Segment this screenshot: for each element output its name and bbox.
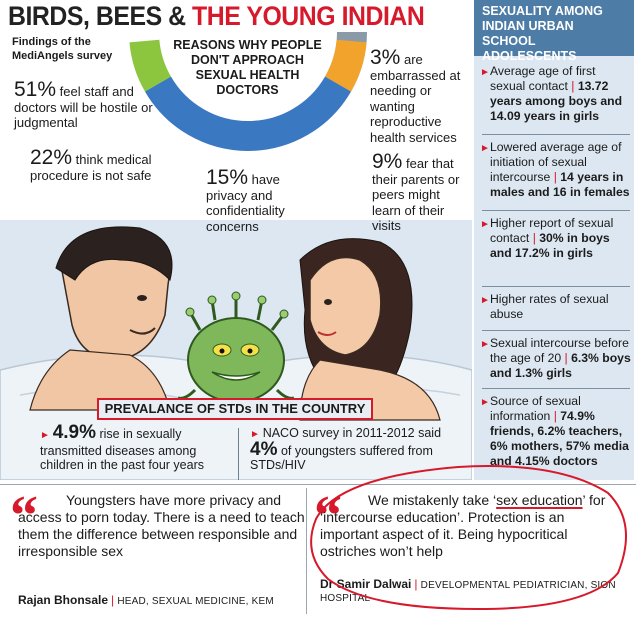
- quote-divider: [306, 488, 307, 614]
- boy-figure: [29, 226, 173, 411]
- stat-text: fear that their parents or peers might l…: [372, 156, 460, 233]
- std-stat-value: 4.9%: [52, 422, 96, 443]
- sidebar-rule: [482, 388, 630, 389]
- separator-bar: |: [111, 593, 115, 607]
- donut-segment-orange: [324, 39, 367, 92]
- findings-label: Findings of the MediAngels survey: [12, 36, 113, 62]
- std-stat-text: of youngsters suffered from STDs/HIV: [250, 443, 433, 473]
- separator-bar: |: [553, 409, 561, 423]
- sidebar-item-figure: 13.72 years among boys and 14.09 years i…: [490, 79, 623, 123]
- std-stat-naco: ► NACO survey in 2011-2012 said 4% of yo…: [250, 426, 450, 473]
- stat-procedure-unsafe: 22% think medical procedure is not safe: [30, 147, 200, 183]
- stat-embarrassed: 3% are embarrassed at needing or wanting…: [370, 47, 470, 145]
- arrow-icon: ►: [250, 429, 263, 440]
- reasons-donut-chart: [129, 30, 367, 151]
- std-prevalence-heading: PREVALANCE OF STDs IN THE COUNTRY: [97, 398, 373, 420]
- sidebar-rule: [482, 210, 630, 211]
- donut-hole: [160, 30, 336, 120]
- bullet-icon: ►: [480, 397, 490, 408]
- stat-text: think medical procedure is not safe: [30, 152, 152, 183]
- adolescent-sexuality-sidebar: SEXUALITY AMONG INDIAN URBAN SCHOOL ADOL…: [474, 0, 634, 480]
- stat-value: 3%: [370, 46, 401, 69]
- quote-mark-icon: “: [10, 485, 38, 547]
- sidebar-item-sexual-abuse: ► Higher rates of sexual abuse: [480, 292, 632, 322]
- sidebar-rule: [482, 286, 630, 287]
- stat-value: 9%: [372, 150, 403, 173]
- red-circle-annotation: [310, 465, 627, 611]
- quote-text-pre: We mistakenly take ‘: [368, 492, 497, 508]
- quote-dalwai: We mistakenly take ‘sex education’ for ‘…: [320, 492, 620, 560]
- bullet-icon: ►: [480, 67, 490, 78]
- quote-text: Youngsters have more privacy and access …: [18, 492, 305, 559]
- survey-panel: REASONS WHY PEOPLE DON'T APPROACH SEXUAL…: [0, 30, 472, 480]
- stat-value: 15%: [206, 166, 249, 189]
- std-stat-text: rise in sexually transmitted diseases am…: [40, 427, 204, 472]
- reasons-heading: REASONS WHY PEOPLE DON'T APPROACH SEXUAL…: [173, 38, 322, 97]
- sidebar-rule: [482, 134, 630, 135]
- sidebar-item-figure: 30% in boys and 17.2% in girls: [490, 231, 610, 260]
- separator-bar: |: [571, 79, 578, 93]
- sidebar-item-figure: 14 years in males and 16 in females: [490, 170, 630, 199]
- donut-segment-blue-2: [247, 76, 352, 151]
- sidebar-item-sexual-contact: ► Higher report of sexual contact | 30% i…: [480, 216, 632, 261]
- bullet-icon: ►: [480, 339, 490, 350]
- sidebar-item-text: Sexual intercourse before the age of 20: [490, 336, 629, 365]
- sidebar-item-text: Average age of first sexual contact: [490, 64, 596, 93]
- donut-segments: [129, 31, 367, 151]
- sidebar-item-text: Higher report of sexual contact: [490, 216, 614, 245]
- separator-bar: |: [564, 351, 572, 365]
- sidebar-item-text: Source of sexual information: [490, 394, 581, 423]
- title-part-2: THE YOUNG INDIAN: [192, 1, 425, 31]
- donut-segment-green: [129, 39, 172, 92]
- std-stat-lead: NACO survey in 2011-2012 said: [262, 426, 442, 440]
- sidebar-item-before-twenty: ► Sexual intercourse before the age of 20…: [480, 336, 632, 381]
- stat-value: 22%: [30, 146, 73, 169]
- page-title: BIRDS, BEES & THE YOUNG INDIAN: [8, 1, 425, 31]
- sidebar-item-text: Higher rates of sexual abuse: [490, 292, 609, 321]
- sidebar-item-initiation-age: ► Lowered average age of initiation of se…: [480, 140, 632, 200]
- bullet-icon: ►: [480, 295, 490, 306]
- stat-privacy-concerns: 15% have privacy and confidentiality con…: [206, 167, 316, 234]
- separator-bar: |: [532, 231, 540, 245]
- bullet-icon: ►: [480, 143, 490, 154]
- bullet-icon: ►: [480, 219, 490, 230]
- stat-hostile-staff: 51% feel staff and doctors will be hosti…: [14, 79, 164, 131]
- quotes-top-rule: [0, 484, 636, 485]
- sidebar-item-first-contact: ► Average age of first sexual contact | 1…: [480, 64, 632, 124]
- quote-author-role: HEAD, SEXUAL MEDICINE, KEM: [117, 596, 274, 607]
- donut-segment-blue: [144, 76, 249, 151]
- quote-author: Rajan Bhonsale: [18, 593, 109, 607]
- quote-attribution-bhonsale: Rajan Bhonsale | HEAD, SEXUAL MEDICINE, …: [18, 594, 308, 608]
- arrow-icon: ►: [40, 430, 53, 441]
- std-divider: [238, 428, 239, 480]
- quote-text-post: ’ for ‘intercourse education’. Protectio…: [320, 492, 606, 559]
- separator-bar: |: [414, 577, 418, 591]
- stat-text: feel staff and doctors will be hostile o…: [14, 84, 153, 130]
- title-part-1: BIRDS, BEES &: [8, 1, 193, 31]
- std-stat-rise: ► 4.9% rise in sexually transmitted dise…: [40, 423, 230, 473]
- stat-fear-parents: 9% fear that their parents or peers migh…: [372, 151, 472, 234]
- sidebar-item-figure: 6.3% boys and 1.3% girls: [490, 351, 631, 380]
- std-stat-value: 4%: [250, 438, 278, 460]
- stat-text: are embarrassed at needing or wanting re…: [370, 52, 461, 145]
- quote-underlined-phrase: sex education: [496, 492, 583, 508]
- stat-value: 51%: [14, 78, 57, 101]
- separator-bar: |: [553, 170, 561, 184]
- sidebar-item-text: Lowered average age of initiation of sex…: [490, 140, 622, 184]
- stat-text: have privacy and confidentiality concern…: [206, 172, 285, 234]
- girl-figure: [299, 238, 441, 421]
- sidebar-item-figure: 74.9% friends, 6.2% teachers, 6% mothers…: [490, 409, 629, 468]
- sidebar-heading: SEXUALITY AMONG INDIAN URBAN SCHOOL ADOL…: [474, 0, 634, 63]
- sidebar-item-information-source: ► Source of sexual information | 74.9% fr…: [480, 394, 632, 469]
- sidebar-rule: [482, 330, 630, 331]
- quote-bhonsale: Youngsters have more privacy and access …: [18, 492, 308, 560]
- quote-author-role: DEVELOPMENTAL PEDIATRICIAN, SION HOSPITA…: [320, 580, 616, 604]
